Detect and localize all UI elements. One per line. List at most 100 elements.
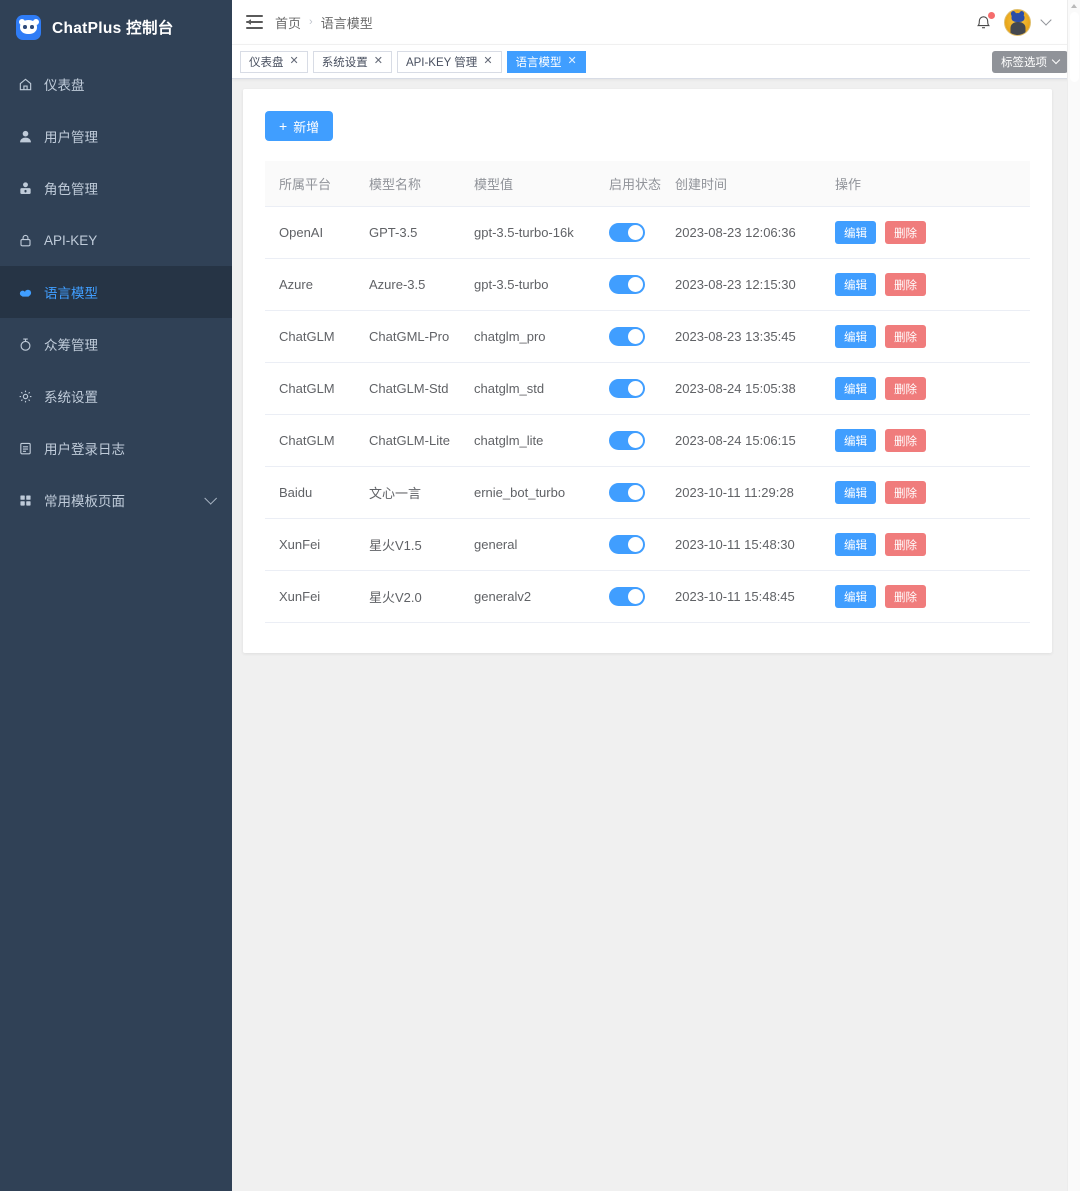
enable-toggle[interactable] — [609, 431, 645, 450]
edit-button[interactable]: 编辑 — [835, 377, 877, 400]
edit-button[interactable]: 编辑 — [835, 585, 877, 608]
cell-name: ChatGLM-Std — [355, 362, 460, 415]
edit-button[interactable]: 编辑 — [835, 481, 877, 504]
cell-actions: 编辑 删除 — [821, 570, 1030, 623]
sidebar-item-label: 众筹管理 — [44, 338, 98, 353]
cell-created: 2023-10-11 11:29:28 — [661, 466, 822, 519]
delete-button[interactable]: 删除 — [885, 533, 927, 556]
scrollbar-thumb[interactable] — [1070, 12, 1079, 82]
sidebar-item-settings[interactable]: 系统设置 — [0, 370, 232, 422]
content-area: + 新增 所属平台 模型名称 模型值 启用状态 创建时间 — [232, 79, 1080, 653]
edit-button[interactable]: 编辑 — [835, 325, 877, 348]
edit-button[interactable]: 编辑 — [835, 221, 877, 244]
sidebar-item-users[interactable]: 用户管理 — [0, 110, 232, 162]
document-icon — [18, 441, 33, 456]
sidebar-item-roles[interactable]: 角色管理 — [0, 162, 232, 214]
cell-enabled — [595, 258, 662, 311]
sidebar-logo[interactable]: ChatPlus 控制台 — [0, 0, 232, 54]
enable-toggle[interactable] — [609, 223, 645, 242]
breadcrumb-home[interactable]: 首页 — [275, 15, 302, 31]
column-header-name: 模型名称 — [355, 161, 460, 207]
sidebar-item-apikey[interactable]: API-KEY — [0, 214, 232, 266]
sidebar-item-label: 用户登录日志 — [44, 442, 125, 457]
sidebar-item-dashboard[interactable]: 仪表盘 — [0, 58, 232, 110]
delete-button[interactable]: 删除 — [885, 585, 927, 608]
tab-system-settings[interactable]: 系统设置 ✕ — [312, 50, 392, 73]
notification-badge — [988, 11, 995, 19]
table-header-row: 所属平台 模型名称 模型值 启用状态 创建时间 操作 — [265, 161, 1030, 207]
table-row: XunFei 星火V2.0 generalv2 2023-10-11 15:48:45… — [265, 570, 1030, 623]
close-icon[interactable]: ✕ — [483, 55, 493, 67]
cell-platform: ChatGLM — [265, 310, 355, 363]
sidebar-item-templates[interactable]: 常用模板页面 — [0, 474, 232, 526]
cell-platform: Baidu — [265, 466, 355, 519]
column-header-actions: 操作 — [821, 161, 1030, 207]
enable-toggle[interactable] — [609, 587, 645, 606]
delete-button[interactable]: 删除 — [885, 221, 927, 244]
tab-bar: 仪表盘 ✕ 系统设置 ✕ API-KEY 管理 ✕ 语言模型 ✕ 标签选项 — [232, 45, 1080, 79]
cell-enabled — [595, 518, 662, 571]
lock-icon — [18, 233, 33, 248]
edit-button[interactable]: 编辑 — [835, 533, 877, 556]
sidebar-item-label: 仪表盘 — [44, 78, 85, 93]
scroll-up-arrow-icon[interactable] — [1071, 4, 1077, 8]
close-icon[interactable]: ✕ — [289, 55, 299, 67]
cell-created: 2023-08-23 12:06:36 — [661, 206, 822, 259]
close-icon[interactable]: ✕ — [373, 55, 383, 67]
models-table: 所属平台 模型名称 模型值 启用状态 创建时间 操作 OpenAI GPT-3.5… — [265, 161, 1030, 623]
tab-language-model[interactable]: 语言模型 ✕ — [506, 50, 586, 73]
delete-button[interactable]: 删除 — [885, 429, 927, 452]
toggle-knob — [628, 537, 643, 552]
cell-value: gpt-3.5-turbo — [460, 258, 595, 311]
tab-options-button[interactable]: 标签选项 — [992, 50, 1068, 73]
enable-toggle[interactable] — [609, 483, 645, 502]
models-card: + 新增 所属平台 模型名称 模型值 启用状态 创建时间 — [243, 89, 1052, 653]
close-icon[interactable]: ✕ — [567, 55, 577, 67]
bell-icon[interactable] — [974, 11, 995, 32]
cell-created: 2023-10-11 15:48:45 — [661, 570, 822, 623]
hamburger-collapse-icon[interactable] — [246, 14, 263, 30]
topbar: 首页 › 语言模型 — [232, 0, 1080, 45]
enable-toggle[interactable] — [609, 535, 645, 554]
edit-button[interactable]: 编辑 — [835, 429, 877, 452]
cell-actions: 编辑 删除 — [821, 518, 1030, 571]
delete-button[interactable]: 删除 — [885, 273, 927, 296]
add-button-label: 新增 — [293, 119, 320, 135]
sidebar-item-crowdfunding[interactable]: 众筹管理 — [0, 318, 232, 370]
delete-button[interactable]: 删除 — [885, 325, 927, 348]
tab-dashboard[interactable]: 仪表盘 ✕ — [240, 50, 308, 73]
cell-platform: ChatGLM — [265, 362, 355, 415]
table-row: ChatGLM ChatGLM-Lite chatglm_lite 2023-08-2… — [265, 414, 1030, 467]
cell-name: 文心一言 — [355, 466, 460, 519]
sidebar-item-language-model[interactable]: 语言模型 — [0, 266, 232, 318]
cell-name: Azure-3.5 — [355, 258, 460, 311]
vertical-scrollbar[interactable] — [1067, 0, 1080, 1191]
cell-value: generalv2 — [460, 570, 595, 623]
cell-created: 2023-08-23 12:15:30 — [661, 258, 822, 311]
panda-logo-icon — [16, 14, 41, 40]
toggle-knob — [628, 329, 643, 344]
tab-apikey-management[interactable]: API-KEY 管理 ✕ — [396, 50, 502, 73]
enable-toggle[interactable] — [609, 327, 645, 346]
table-row: ChatGLM ChatGLM-Std chatglm_std 2023-08-24 … — [265, 362, 1030, 415]
delete-button[interactable]: 删除 — [885, 377, 927, 400]
edit-button[interactable]: 编辑 — [835, 273, 877, 296]
main-area: 首页 › 语言模型 — [232, 0, 1080, 1191]
sidebar-item-label: 常用模板页面 — [44, 494, 125, 509]
cell-value: general — [460, 518, 595, 571]
sidebar-item-label: 角色管理 — [44, 182, 98, 197]
cell-actions: 编辑 删除 — [821, 310, 1030, 363]
add-button[interactable]: + 新增 — [265, 111, 334, 141]
sidebar-item-label: 语言模型 — [44, 286, 98, 301]
chevron-down-icon — [204, 491, 218, 505]
delete-button[interactable]: 删除 — [885, 481, 927, 504]
sidebar-nav: 仪表盘 用户管理 角色管理 — [0, 58, 232, 526]
tab-label: 语言模型 — [515, 56, 562, 69]
chevron-down-icon[interactable] — [1040, 14, 1052, 26]
enable-toggle[interactable] — [609, 379, 645, 398]
cell-created: 2023-08-24 15:05:38 — [661, 362, 822, 415]
enable-toggle[interactable] — [609, 275, 645, 294]
role-icon — [18, 181, 33, 196]
sidebar-item-login-logs[interactable]: 用户登录日志 — [0, 422, 232, 474]
avatar[interactable] — [1004, 8, 1031, 36]
